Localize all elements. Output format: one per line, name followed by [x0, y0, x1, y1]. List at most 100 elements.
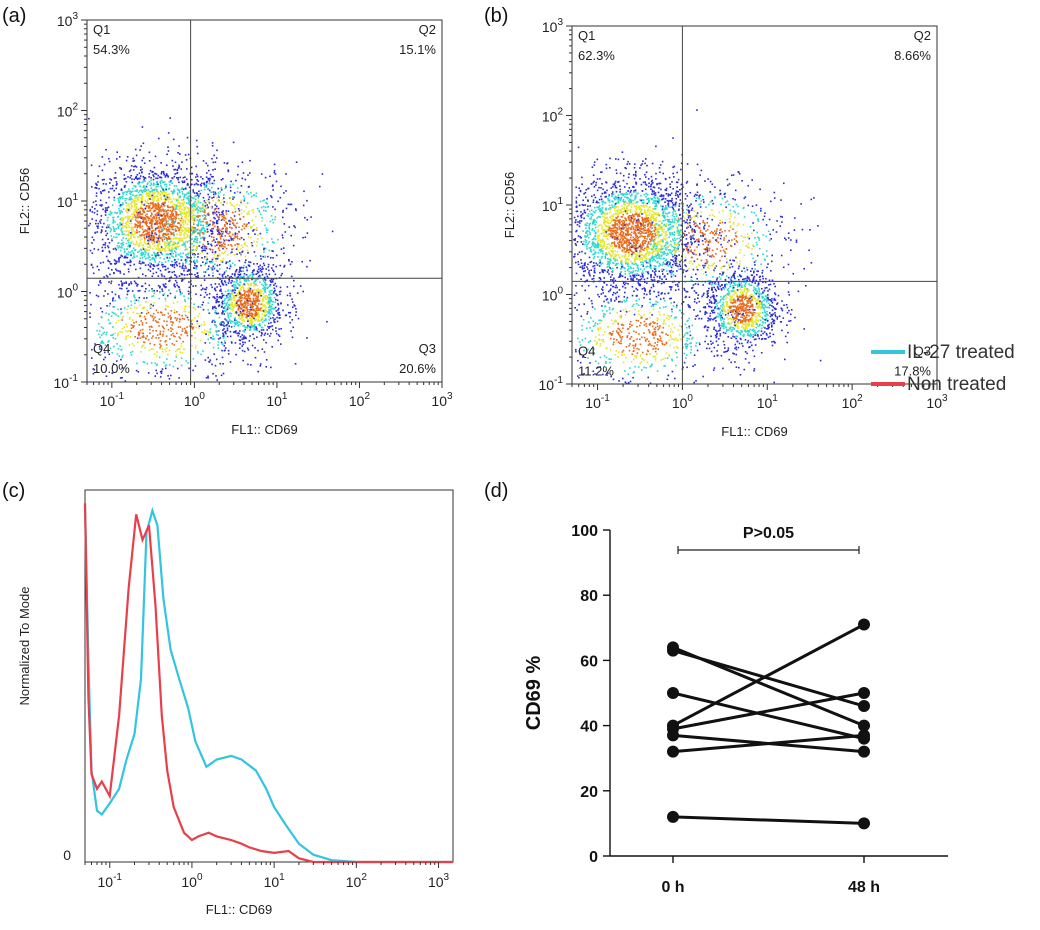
- data-point: [125, 159, 128, 162]
- data-point: [215, 207, 218, 210]
- data-point: [266, 229, 269, 231]
- data-point: [206, 228, 209, 231]
- data-point: [166, 253, 169, 256]
- data-point: [206, 172, 208, 174]
- data-point: [224, 224, 226, 226]
- data-point: [162, 188, 164, 191]
- data-point: [170, 190, 173, 193]
- data-point: [161, 193, 164, 195]
- data-point: [283, 252, 285, 255]
- data-point: [235, 296, 237, 298]
- data-point: [147, 254, 150, 256]
- data-point: [258, 210, 260, 212]
- data-point: [228, 278, 230, 281]
- data-point: [120, 287, 123, 290]
- data-point: [165, 210, 168, 212]
- data-point: [244, 316, 247, 319]
- data-point: [183, 181, 186, 183]
- data-point: [709, 255, 711, 258]
- data-point: [118, 196, 121, 199]
- data-point: [175, 204, 178, 207]
- data-point: [164, 247, 166, 250]
- data-point: [121, 244, 123, 247]
- data-point: [171, 260, 174, 263]
- data-point: [242, 309, 244, 312]
- data-point: [214, 168, 216, 170]
- data-point: [171, 177, 174, 180]
- data-point: [258, 290, 260, 293]
- data-point: [88, 117, 90, 120]
- data-point: [241, 285, 244, 287]
- data-point: [115, 248, 118, 251]
- data-point: [116, 353, 119, 355]
- data-point: [172, 214, 175, 216]
- data-point: [183, 201, 185, 204]
- data-point: [178, 377, 180, 379]
- data-point: [165, 234, 167, 236]
- data-point: [130, 236, 133, 238]
- data-point: [246, 311, 248, 314]
- data-point: [161, 348, 164, 350]
- data-point: [122, 197, 124, 200]
- data-point: [92, 368, 95, 370]
- data-point: [203, 228, 205, 230]
- data-point: [249, 287, 252, 290]
- data-point: [211, 244, 213, 247]
- data-point: [148, 228, 151, 230]
- data-point: [208, 342, 211, 344]
- data-point: [304, 236, 307, 239]
- data-point: [278, 317, 281, 319]
- data-point: [175, 319, 178, 321]
- data-point: [122, 354, 124, 357]
- data-point: [242, 270, 244, 273]
- data-point: [222, 198, 224, 201]
- data-point: [118, 204, 121, 207]
- data-point: [259, 293, 262, 296]
- data-point: [125, 210, 127, 212]
- data-point: [121, 233, 123, 235]
- data-point: [193, 223, 195, 226]
- data-point: [244, 300, 246, 303]
- data-point: [176, 243, 179, 245]
- data-point: [602, 269, 604, 272]
- data-point: [182, 278, 184, 281]
- data-point: [655, 218, 657, 220]
- data-point: [152, 239, 155, 241]
- data-point: [249, 308, 251, 311]
- data-point: [292, 326, 294, 329]
- data-point: [214, 321, 216, 323]
- data-point: [265, 227, 268, 229]
- data-point: [112, 345, 115, 348]
- data-point: [188, 200, 190, 203]
- data-point: [179, 207, 181, 209]
- data-point: [238, 321, 241, 324]
- data-point: [172, 322, 174, 324]
- data-point: [183, 233, 185, 235]
- data-point: [157, 185, 159, 188]
- data-point: [169, 181, 172, 183]
- data-point: [139, 225, 141, 227]
- data-point: [281, 272, 283, 275]
- data-point: [194, 227, 197, 230]
- data-point: [280, 248, 283, 250]
- data-point: [124, 216, 127, 218]
- data-point: [183, 211, 185, 214]
- data-point: [153, 216, 155, 218]
- data-point: [159, 193, 162, 195]
- data-point: [204, 342, 207, 344]
- data-point: [152, 257, 154, 259]
- data-point: [597, 252, 600, 254]
- data-point: [132, 252, 134, 254]
- data-point: [130, 242, 132, 244]
- data-point: [137, 216, 140, 218]
- data-point: [236, 246, 239, 249]
- data-point: [266, 287, 269, 290]
- data-point: [237, 276, 240, 278]
- data-point: [193, 218, 196, 221]
- data-point: [653, 195, 656, 197]
- data-point: [117, 227, 120, 229]
- data-point: [133, 236, 136, 239]
- data-point: [220, 189, 223, 191]
- data-point: [147, 246, 149, 248]
- data-point: [215, 312, 218, 315]
